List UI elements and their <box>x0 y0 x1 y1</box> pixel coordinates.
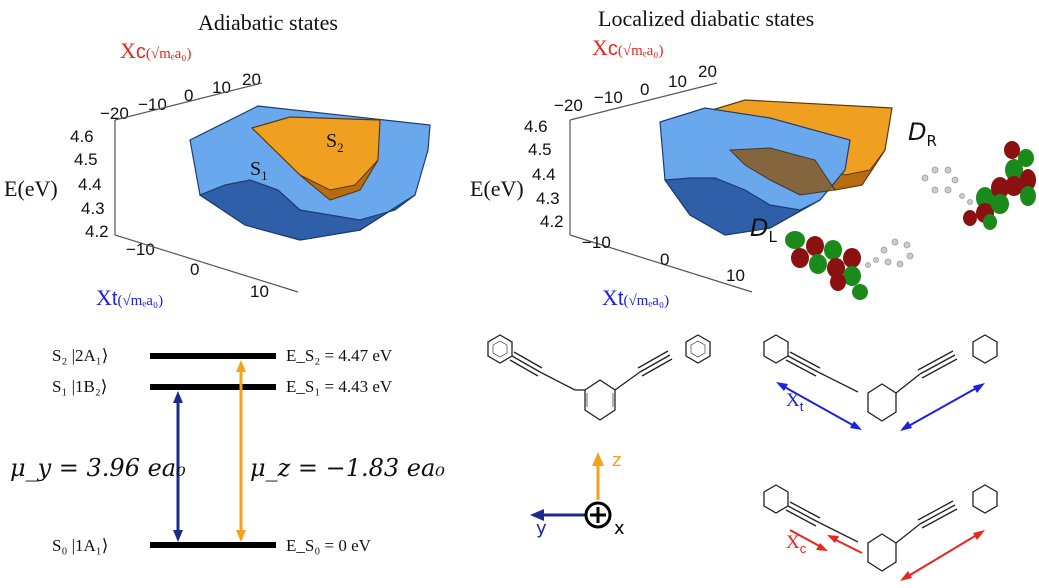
y-axis-label: y <box>536 518 547 539</box>
s2-state-label: S₂ |2A₁⟩ <box>52 346 109 365</box>
xt-tick: 10 <box>726 266 745 285</box>
diabatic-title: Localized diabatic states <box>598 6 815 31</box>
xc-tick: 10 <box>668 72 687 91</box>
molecule-center <box>487 334 711 421</box>
e-tick: 4.5 <box>528 140 552 159</box>
z-axis-label: z <box>612 450 622 471</box>
xt-tick: −10 <box>582 233 611 252</box>
xc-arrows <box>789 529 985 581</box>
e-s2-value: E_S₂ = 4.47 eV <box>286 346 393 365</box>
x-axis-label: x <box>614 518 625 539</box>
mu-z-label: μ_z = −1.83 ea₀ <box>250 454 445 482</box>
mu-y-label: μ_y = 3.96 ea₀ <box>10 454 186 482</box>
xt-tick: 0 <box>190 260 200 279</box>
xt-tick: 0 <box>660 250 670 269</box>
xt-tick: 10 <box>250 282 269 301</box>
e-tick: 4.2 <box>540 212 564 231</box>
diabatic-xt-axis-label: Xt(√mₑa₀) <box>602 285 670 310</box>
e-tick: 4.6 <box>70 127 94 146</box>
adiabatic-xt-axis-label: Xt(√mₑa₀) <box>96 285 164 310</box>
diabatic-energy-axis-label: E(eV) <box>470 176 524 201</box>
xc-tick: −10 <box>594 88 623 107</box>
diabatic-xc-axis-label: Xc(√mₑa₀) <box>592 35 664 60</box>
adiabatic-axes <box>114 82 299 293</box>
e-tick: 4.5 <box>74 150 98 169</box>
xc-mode-label: Xc <box>786 532 807 556</box>
adiabatic-title: Adiabatic states <box>198 10 338 35</box>
molecule-xt <box>763 334 998 422</box>
s0-state-label: S₀ |1A₁⟩ <box>52 536 109 555</box>
e-tick: 4.6 <box>524 117 548 136</box>
diabatic-dl-surface <box>659 107 851 236</box>
adiabatic-s2-surface <box>250 116 381 201</box>
s1-state-label: S₁ |1B₂⟩ <box>52 377 108 396</box>
xc-tick: −20 <box>554 96 583 115</box>
e-tick: 4.3 <box>536 189 560 208</box>
dl-orbital-image <box>785 231 914 300</box>
mu-z-arrow <box>236 360 246 542</box>
e-s0-value: E_S₀ = 0 eV <box>286 536 371 555</box>
mu-y-arrow <box>173 391 183 542</box>
e-s1-value: E_S₁ = 4.43 eV <box>286 377 393 396</box>
adiabatic-xc-axis-label: Xc(√mₑa₀) <box>120 38 192 63</box>
dl-label: DL <box>750 214 777 246</box>
xc-tick: 20 <box>698 62 717 81</box>
adiabatic-energy-axis-label: E(eV) <box>4 176 58 201</box>
e-tick: 4.4 <box>532 165 556 184</box>
dr-label: DR <box>908 118 937 150</box>
diabatic-axes <box>569 82 753 293</box>
xc-tick: 0 <box>184 86 194 105</box>
e-tick: 4.2 <box>85 222 109 241</box>
xt-arrows <box>776 382 985 431</box>
energy-levels <box>150 353 276 548</box>
s1-surface-label: S1 <box>250 158 268 183</box>
e-tick: 4.4 <box>78 175 102 194</box>
e-tick: 4.3 <box>81 199 105 218</box>
xc-tick: 0 <box>640 80 650 99</box>
molecule-xc <box>763 484 998 572</box>
dr-orbital-image <box>921 141 1036 230</box>
xt-mode-label: Xt <box>786 390 804 414</box>
s2-surface-label: S2 <box>326 130 344 155</box>
coordinate-axes <box>530 452 612 529</box>
